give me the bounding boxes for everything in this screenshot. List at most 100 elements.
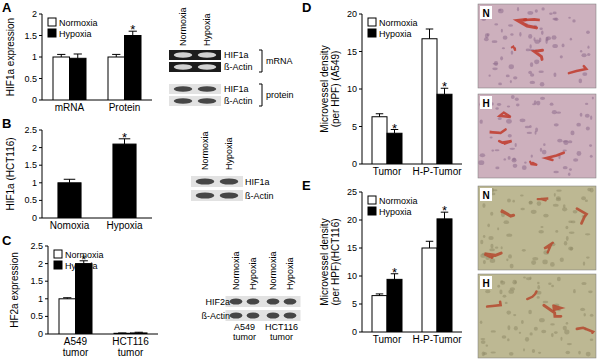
nucleus (490, 137, 493, 139)
nucleus (513, 314, 516, 316)
nucleus (536, 101, 540, 106)
legend-label-line: Hypoxia (65, 261, 98, 271)
nucleus (537, 201, 542, 206)
micrograph-label-line: N (482, 8, 489, 19)
y-axis-label: HF2a expression (9, 252, 20, 328)
nucleus (519, 332, 521, 334)
vessel (530, 162, 537, 165)
bar (422, 39, 437, 164)
nucleus (587, 53, 590, 56)
nucleus (554, 331, 558, 334)
nucleus (551, 285, 554, 287)
nucleus (569, 232, 575, 234)
legend-swatch (368, 196, 376, 204)
nucleus (568, 17, 571, 19)
nucleus (483, 235, 486, 238)
error-bar (426, 29, 434, 39)
nucleus (590, 314, 594, 317)
significance-mark: * (122, 130, 127, 145)
bar (70, 58, 87, 100)
panel-letter-line: C (2, 233, 12, 248)
y-tick-label: 5 (352, 299, 357, 309)
error-bar (426, 241, 434, 248)
nucleus (557, 277, 561, 281)
y-tick-label-line: 0 (32, 95, 37, 105)
nucleus (506, 258, 508, 261)
nucleus (555, 230, 558, 233)
legend: NormoxiaHypoxia (368, 18, 418, 39)
legend-label: Normoxia (379, 18, 418, 28)
nucleus (570, 38, 572, 41)
blot-band (196, 192, 214, 198)
blot-band (174, 98, 192, 104)
nucleus (550, 262, 555, 267)
x-tick-label-line: tumor (118, 347, 144, 358)
bar (437, 94, 452, 164)
y-tick-label-line: 1.5 (24, 31, 37, 41)
micrograph: H (478, 94, 596, 178)
nucleus (498, 8, 504, 13)
nucleus (505, 302, 508, 304)
blot-strip (226, 310, 301, 321)
legend-swatch (48, 29, 56, 37)
nucleus (535, 9, 538, 12)
nucleus (585, 199, 588, 202)
blot-0: NormoxiaHypoxiaHIF1aß-ActinmRNAHIF1aß-Ac… (169, 7, 294, 106)
y-axis-label: Microvessel density(per HPF) (A549) (319, 45, 341, 132)
nucleus (492, 40, 498, 43)
x-tick-label: Tumor (373, 334, 402, 345)
error-bar (64, 179, 76, 183)
y-tick-label-line: 25 (347, 187, 357, 197)
bar (125, 36, 142, 101)
legend-label: Hypoxia (379, 29, 412, 39)
nucleus (553, 73, 556, 77)
nucleus (571, 221, 575, 224)
nucleus (556, 190, 562, 192)
nucleus (568, 247, 573, 251)
nucleus (548, 282, 551, 284)
nucleus (522, 249, 526, 252)
y-tick-label-line: 5 (352, 122, 357, 132)
nucleus (552, 44, 558, 48)
nucleus (495, 149, 500, 151)
nucleus (514, 281, 516, 284)
nucleus (503, 295, 507, 298)
panel-0: A00.511.52HIF1a expression*mRNAProteinNo… (2, 0, 152, 113)
nucleus (506, 234, 512, 237)
significance-mark-line: * (130, 22, 135, 37)
nucleus (553, 12, 557, 15)
nucleus (570, 131, 574, 136)
nucleus (495, 107, 498, 109)
micrograph: N (478, 4, 596, 88)
panel-letter: B (2, 116, 11, 131)
nucleus (480, 153, 485, 157)
y-axis (48, 246, 49, 334)
blot-strip (226, 296, 301, 307)
nucleus (543, 214, 548, 218)
blot-band (198, 98, 216, 104)
blot-2: NormoxiaHypoxiaNormoxiaHypoxiaHIF2aß-Act… (201, 251, 300, 341)
vessel (553, 306, 560, 310)
bracket (259, 84, 262, 106)
nucleus (573, 158, 578, 161)
nucleus (580, 308, 585, 311)
nucleus (532, 257, 538, 260)
lane-header: Hypoxia (224, 137, 234, 170)
y-tick-label: 1.5 (24, 31, 37, 41)
micrograph-label-line: N (482, 190, 489, 201)
significance-mark-line: * (442, 79, 447, 94)
y-tick-label-line: 0 (32, 213, 37, 223)
x-tick-label-line: Tumor (373, 334, 402, 345)
row-label-line: ß-Actin (201, 311, 230, 321)
nucleus (512, 200, 515, 203)
legend-label: Hypoxia (379, 207, 412, 217)
nucleus (494, 23, 498, 25)
significance-mark-line: * (392, 265, 397, 280)
significance-mark-line: * (442, 203, 447, 218)
blot-band (267, 298, 280, 304)
bars (58, 139, 136, 218)
micrograph: N (478, 186, 596, 270)
nucleus (568, 140, 572, 143)
nucleus (537, 285, 540, 289)
vessel (487, 302, 500, 307)
